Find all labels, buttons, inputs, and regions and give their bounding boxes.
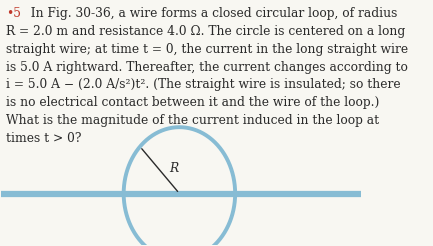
Text: i = 5.0 A − (2.0 A/s²)t². (The straight wire is insulated; so there: i = 5.0 A − (2.0 A/s²)t². (The straight … [6, 78, 401, 92]
Text: is 5.0 A rightward. Thereafter, the current changes according to: is 5.0 A rightward. Thereafter, the curr… [6, 61, 407, 74]
Text: is no electrical contact between it and the wire of the loop.): is no electrical contact between it and … [6, 96, 379, 109]
Text: •5: •5 [6, 7, 21, 20]
Text: R = 2.0 m and resistance 4.0 Ω. The circle is centered on a long: R = 2.0 m and resistance 4.0 Ω. The circ… [6, 25, 405, 38]
Text: R: R [169, 162, 178, 175]
Text: times t > 0?: times t > 0? [6, 132, 81, 145]
Text: What is the magnitude of the current induced in the loop at: What is the magnitude of the current ind… [6, 114, 379, 127]
Text: straight wire; at time t = 0, the current in the long straight wire: straight wire; at time t = 0, the curren… [6, 43, 408, 56]
Text: In Fig. 30-36, a wire forms a closed circular loop, of radius: In Fig. 30-36, a wire forms a closed cir… [23, 7, 397, 20]
